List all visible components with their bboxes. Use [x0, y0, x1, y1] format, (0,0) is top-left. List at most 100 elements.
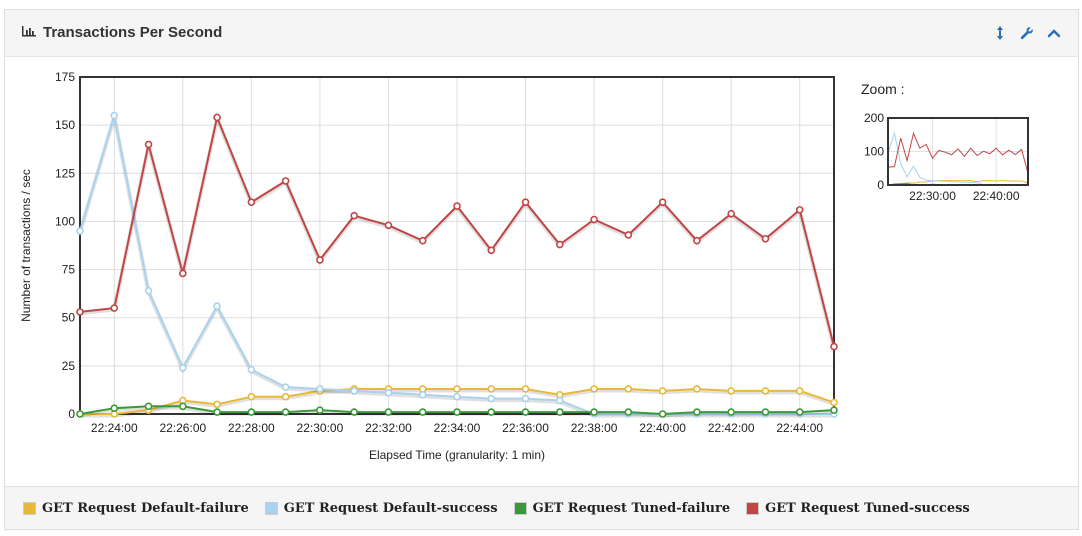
data-point [247, 392, 256, 401]
chevron-up-icon[interactable] [1045, 24, 1062, 41]
panel-title-text: Transactions Per Second [43, 24, 223, 41]
data-point [624, 231, 633, 239]
data-point [144, 402, 153, 411]
data-point [727, 387, 735, 395]
panel-header: Transactions Per Second [5, 10, 1078, 57]
data-point [795, 206, 804, 214]
zoom-frame [887, 117, 1029, 186]
data-point [658, 410, 667, 418]
y-tick-label: 100 [55, 214, 75, 228]
y-axis-label: Number of transactions / sec [19, 169, 33, 322]
x-tick-label: 22:26:00 [159, 421, 206, 435]
data-point [213, 302, 221, 310]
data-point [281, 383, 290, 391]
data-point [316, 385, 324, 393]
legend-swatch [23, 501, 36, 515]
legend-label: GET Request Default-success [283, 500, 498, 516]
zoom-y-tick-label: 0 [877, 178, 884, 192]
data-point [830, 398, 838, 407]
x-tick-label: 22:24:00 [91, 421, 138, 435]
data-point [247, 408, 256, 416]
data-point [624, 408, 633, 416]
data-point [384, 389, 393, 397]
data-point [281, 177, 290, 185]
zoom-x-tick-label: 22:30:00 [909, 189, 956, 203]
data-point [590, 385, 598, 393]
data-point [418, 236, 427, 245]
y-tick-label: 25 [62, 359, 76, 373]
data-point [384, 408, 393, 416]
data-point [693, 385, 701, 393]
legend-item-default-success[interactable]: GET Request Default-success [264, 500, 498, 516]
data-point [316, 256, 324, 264]
data-point [658, 387, 667, 395]
data-point [727, 408, 735, 416]
panel-title: Transactions Per Second [21, 24, 222, 41]
chart-legend: GET Request Default-failure GET Request … [5, 486, 1078, 529]
data-point [624, 385, 633, 393]
x-tick-label: 22:40:00 [639, 421, 686, 435]
legend-item-tuned-failure[interactable]: GET Request Tuned-failure [513, 501, 730, 516]
y-tick-label: 125 [55, 166, 75, 180]
legend-item-default-failure[interactable]: GET Request Default-failure [23, 501, 249, 516]
data-point [453, 202, 461, 210]
x-tick-label: 22:36:00 [502, 421, 549, 435]
data-point [521, 394, 530, 403]
tps-chart[interactable]: 22:24:00 22:26:00 22:28:00 22:30:00 22:32:00… [5, 56, 1078, 486]
data-point [521, 385, 530, 393]
data-point [179, 269, 187, 278]
data-point [281, 392, 290, 401]
legend-label: GET Request Default-failure [42, 500, 249, 516]
y-tick-label: 75 [62, 263, 76, 277]
y-tick-label: 150 [55, 118, 75, 132]
data-point [247, 198, 256, 206]
x-tick-label: 22:34:00 [434, 421, 481, 435]
zoom-y-tick-label: 200 [864, 111, 884, 125]
zoom-y-tick-label: 100 [864, 145, 884, 159]
data-point [521, 408, 530, 416]
data-point [418, 390, 427, 399]
data-point [418, 408, 427, 416]
data-point [179, 402, 187, 411]
data-point [487, 394, 496, 403]
wrench-icon[interactable] [1018, 24, 1035, 41]
data-point [830, 406, 838, 414]
data-point [350, 211, 358, 220]
data-point [76, 227, 84, 235]
legend-swatch [513, 501, 527, 515]
data-point [487, 385, 496, 393]
data-point [384, 221, 393, 230]
data-point [76, 308, 84, 316]
x-tick-label: 22:32:00 [365, 421, 412, 435]
data-point [213, 408, 221, 416]
x-tick-label: 22:44:00 [776, 421, 823, 435]
legend-swatch [264, 501, 278, 515]
chart-area: 22:24:00 22:26:00 22:28:00 22:30:00 22:32:00… [5, 56, 1078, 486]
data-point [556, 240, 564, 249]
data-point [761, 408, 770, 416]
x-tick-label: 22:28:00 [228, 421, 275, 435]
y-tick-label: 50 [62, 311, 76, 325]
data-point [453, 385, 461, 393]
data-point [110, 304, 119, 312]
zoom-series-line [888, 180, 1029, 186]
data-point [658, 198, 667, 206]
data-point [761, 234, 770, 243]
data-point [453, 392, 461, 401]
data-point [521, 198, 530, 206]
data-point [487, 246, 496, 255]
zoom-series-line [887, 131, 1029, 174]
resize-vertical-icon[interactable] [991, 24, 1008, 41]
data-point [350, 387, 358, 395]
x-tick-label: 22:42:00 [708, 421, 755, 435]
data-point [316, 406, 324, 414]
data-point [556, 396, 564, 405]
legend-item-tuned-success[interactable]: GET Request Tuned-success [746, 501, 970, 516]
data-point [179, 363, 187, 372]
data-point [213, 113, 221, 122]
data-point [830, 342, 838, 351]
panel-tools [991, 24, 1062, 41]
data-point [795, 387, 804, 395]
legend-label: GET Request Tuned-success [765, 500, 970, 516]
data-point [590, 408, 598, 416]
